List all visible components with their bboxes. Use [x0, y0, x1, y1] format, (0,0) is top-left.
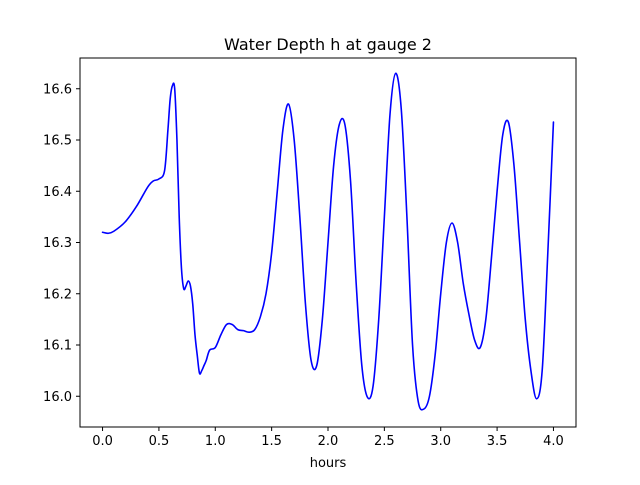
series-line-water-depth [101, 72, 555, 411]
y-tick-label: 16.4 [43, 185, 72, 200]
x-tick-label: 3.5 [487, 434, 508, 449]
y-tick-label: 16.6 [43, 82, 72, 97]
x-axis-title: hours [310, 456, 347, 471]
y-tick-label: 16.0 [43, 390, 72, 405]
x-tick-label: 0.0 [92, 434, 113, 449]
x-tick-label: 1.5 [261, 434, 282, 449]
x-tick-label: 2.0 [318, 434, 339, 449]
ticks-layer: 0.0 0.5 1.0 1.5 2.0 2.5 3.0 3.5 4.0 16.0 16.1 16.2 1… [43, 82, 564, 449]
chart-title: Water Depth h at gauge 2 [224, 35, 432, 54]
x-tick-label: 1.0 [205, 434, 226, 449]
plot-area-frame [79, 57, 577, 428]
y-tick-label: 16.3 [43, 236, 72, 251]
y-tick-label: 16.2 [43, 287, 72, 302]
x-tick-label: 4.0 [543, 434, 564, 449]
x-tick-label: 3.0 [430, 434, 451, 449]
x-tick-label: 2.5 [374, 434, 395, 449]
y-tick-label: 16.1 [43, 339, 72, 354]
y-tick-label: 16.5 [43, 134, 72, 149]
x-tick-label: 0.5 [149, 434, 170, 449]
